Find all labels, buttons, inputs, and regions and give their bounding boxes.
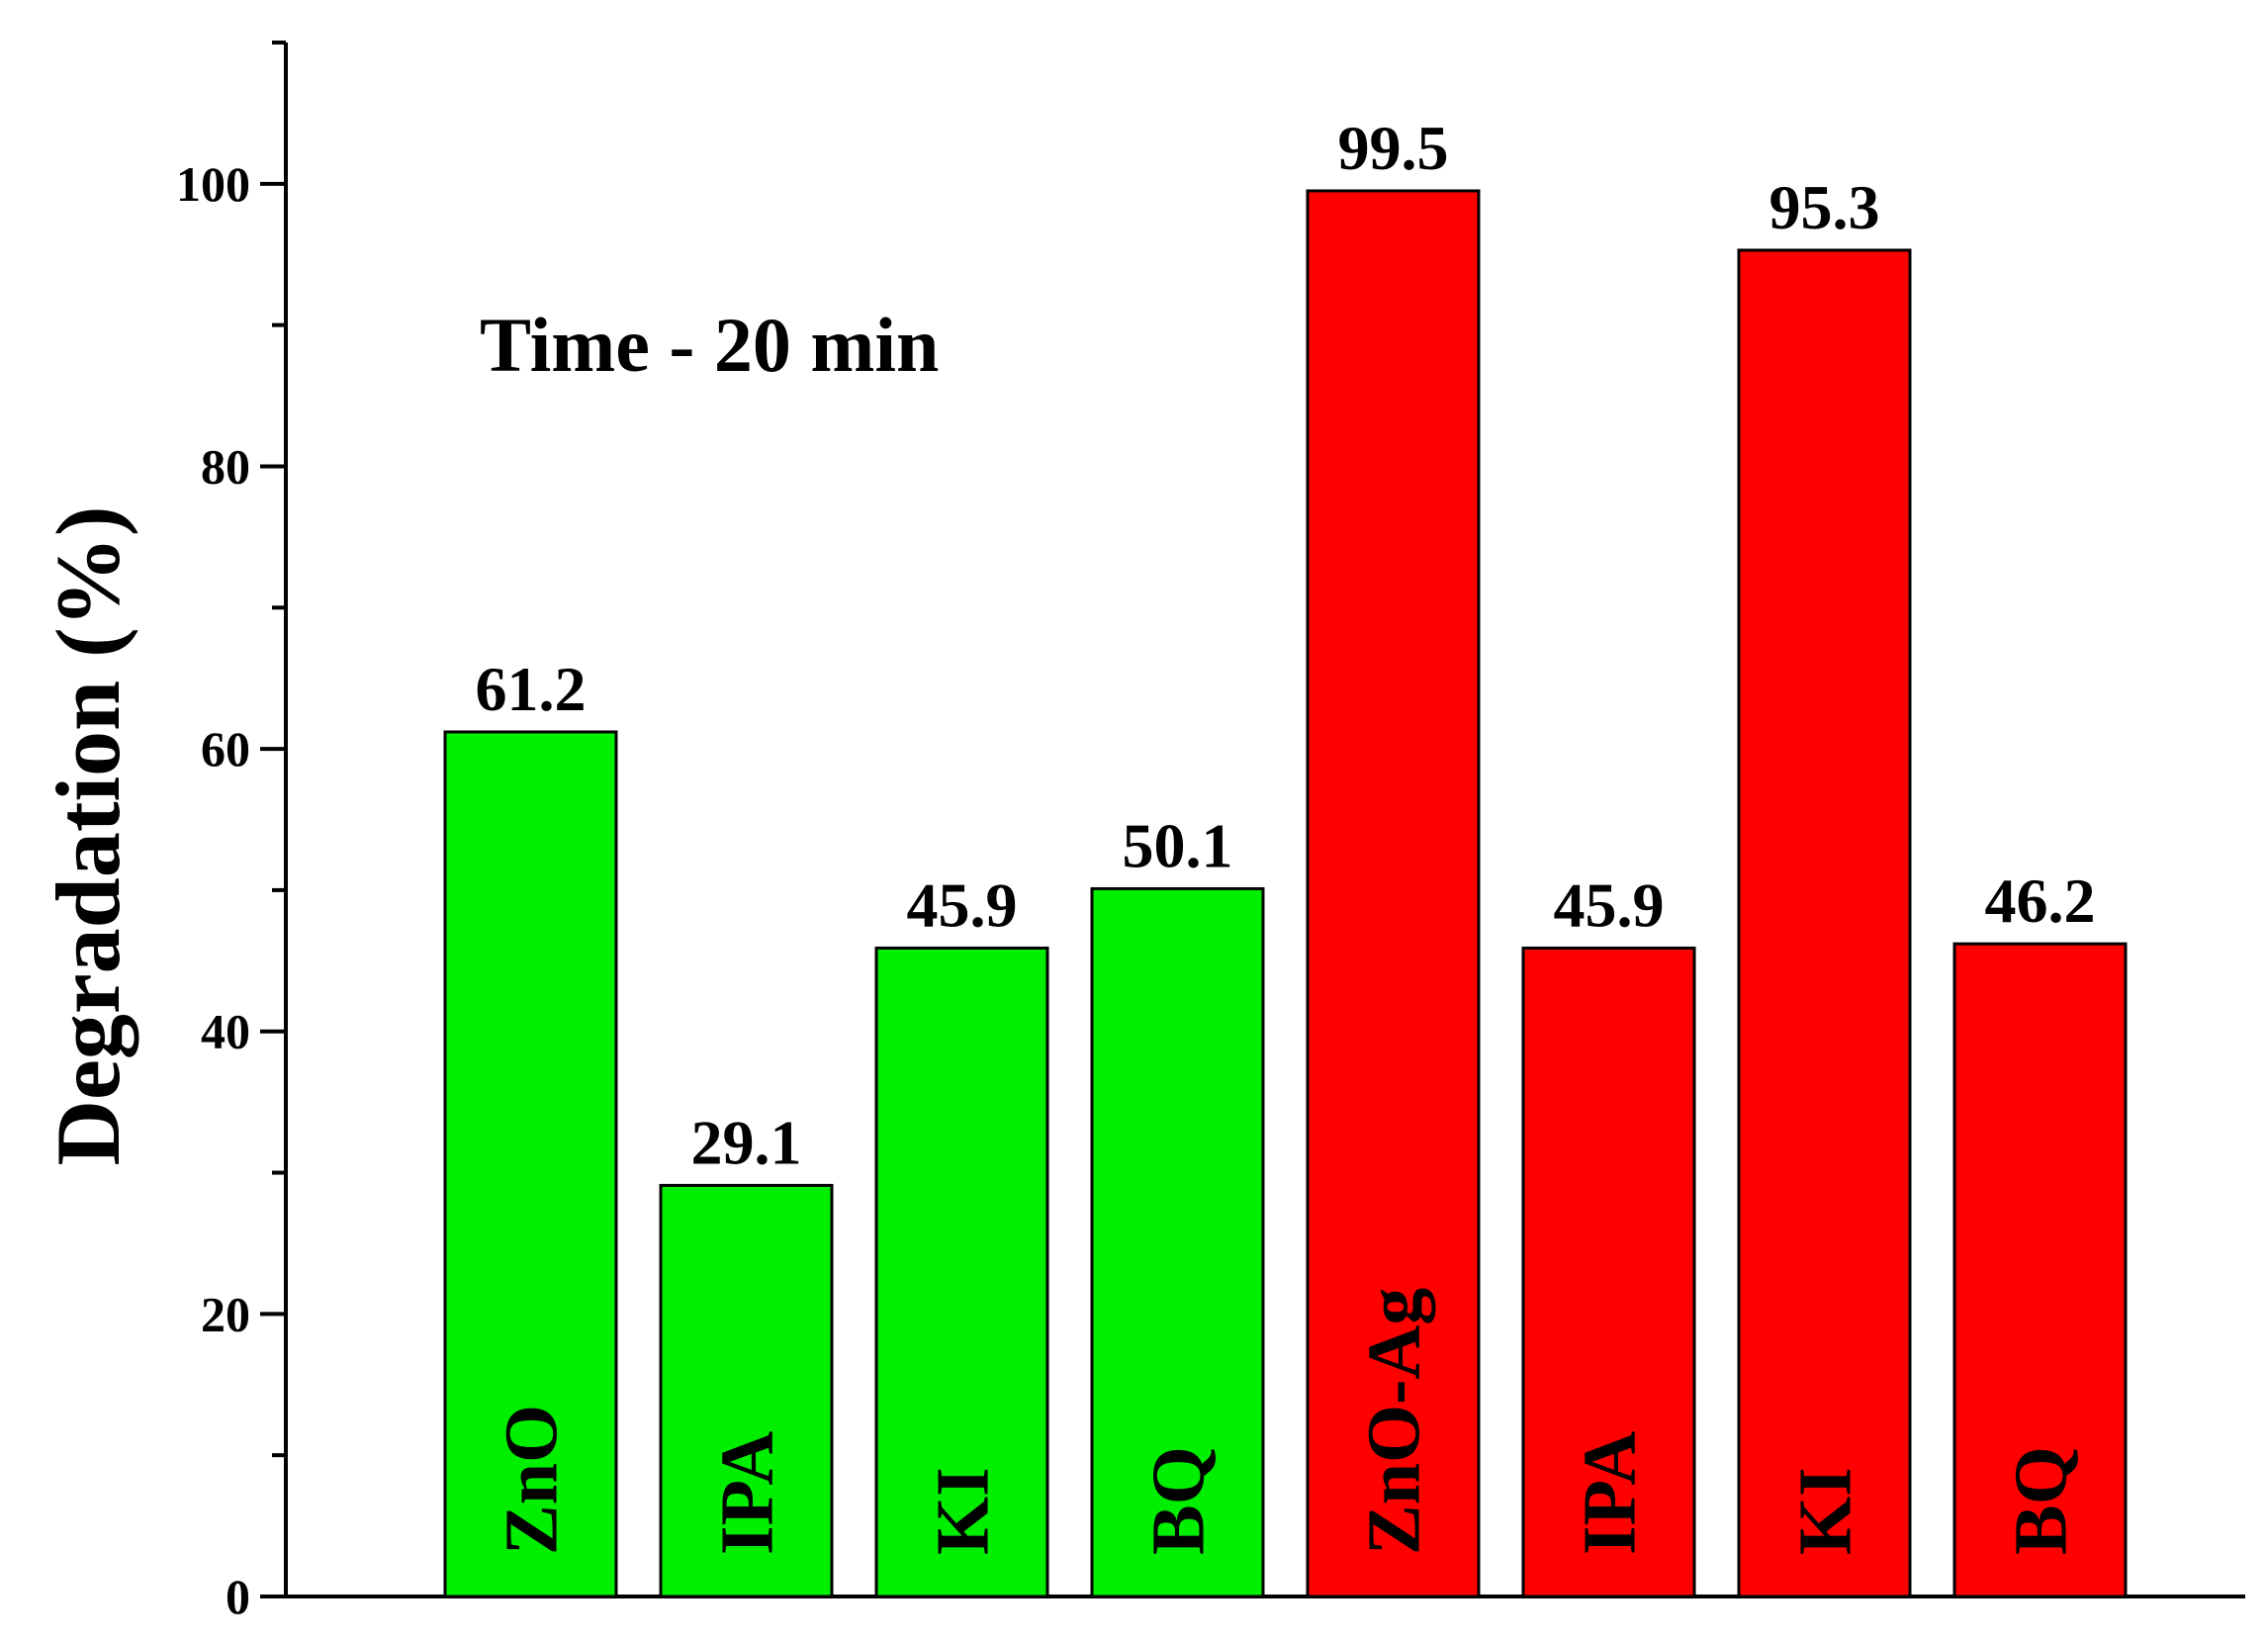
bar-category-label: KI xyxy=(922,1467,1005,1555)
bar-category-label: IPA xyxy=(1569,1431,1652,1555)
bar xyxy=(659,1183,834,1598)
chart-annotation: Time - 20 min xyxy=(480,302,939,388)
bar-category-label: ZnO xyxy=(491,1405,574,1555)
bar-value-label: 29.1 xyxy=(691,1107,802,1177)
bar-value-label: 50.1 xyxy=(1123,810,1233,880)
y-tick-label: 80 xyxy=(201,438,250,494)
bar-value-label: 45.9 xyxy=(1554,869,1665,940)
bar-value-label: 45.9 xyxy=(907,869,1018,940)
bar-value-label: 46.2 xyxy=(1985,866,2096,936)
y-tick-label: 60 xyxy=(201,721,250,776)
bar xyxy=(1306,189,1481,1598)
bar xyxy=(1952,942,2128,1598)
bar-category-label: KI xyxy=(1784,1467,1867,1555)
bar-category-label: BQ xyxy=(2000,1446,2083,1555)
bar xyxy=(443,730,618,1598)
bar xyxy=(1090,886,1265,1598)
y-tick-label: 100 xyxy=(176,156,250,212)
bar-category-label: IPA xyxy=(706,1431,789,1555)
y-tick-label: 40 xyxy=(201,1004,250,1059)
y-tick-label: 20 xyxy=(201,1286,250,1341)
bar-category-label: BQ xyxy=(1137,1446,1221,1555)
bar xyxy=(1737,248,1912,1598)
bar xyxy=(1521,946,1696,1598)
bars xyxy=(443,189,2128,1598)
bar-category-label: ZnO-Ag xyxy=(1353,1288,1436,1555)
bar-value-label: 99.5 xyxy=(1338,113,1449,183)
y-axis-title: Degradation (%) xyxy=(38,506,138,1166)
bar-value-label: 61.2 xyxy=(476,654,587,724)
y-tick-label: 0 xyxy=(226,1569,250,1624)
labels: 61.2 ZnO 29.1 IPA 45.9 KI 50.1 BQ 99.5 ZnO-Ag 45.9… xyxy=(476,113,2096,1555)
bar-value-label: 95.3 xyxy=(1769,172,1880,242)
bar xyxy=(874,946,1049,1598)
